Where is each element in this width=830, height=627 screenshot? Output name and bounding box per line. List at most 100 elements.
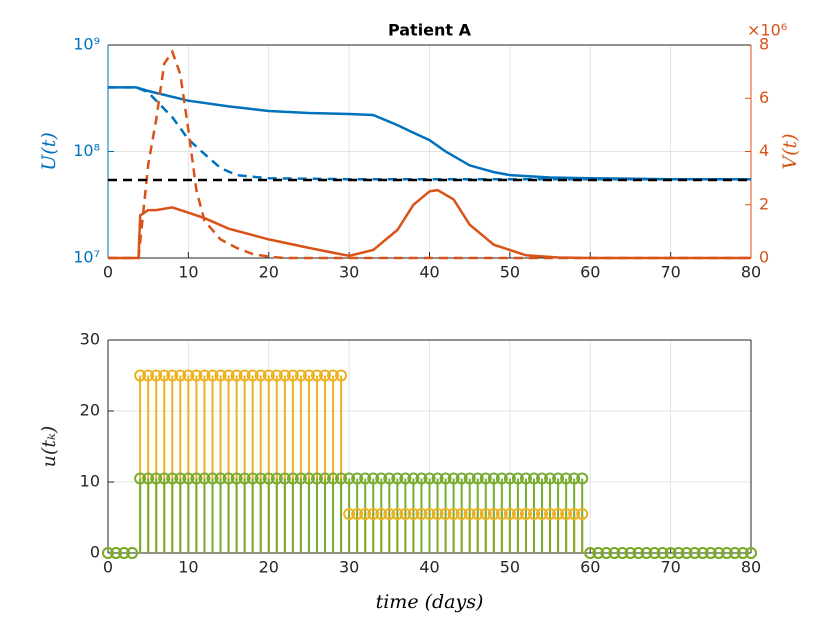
x-tick-label: 70: [660, 558, 680, 577]
x-tick-label: 80: [741, 558, 761, 577]
stem-marker: [560, 507, 573, 520]
stem-marker: [640, 547, 653, 559]
stem-marker: [246, 369, 259, 382]
stem-marker: [294, 472, 307, 485]
stem-marker: [415, 472, 428, 485]
stem-marker: [503, 507, 516, 520]
stem-marker: [503, 472, 516, 485]
y-axis-label: U(t): [38, 132, 60, 170]
stem-marker: [294, 369, 307, 382]
stem-marker: [447, 472, 460, 485]
stem-marker: [447, 507, 460, 520]
stem-marker: [327, 369, 340, 382]
stem-marker: [688, 547, 701, 559]
stem-marker: [672, 547, 685, 559]
stem-marker: [262, 472, 275, 485]
stem-marker: [407, 507, 420, 520]
x-tick-label: 10: [178, 558, 198, 577]
x-tick-label: 80: [741, 263, 761, 282]
x-tick-label: 30: [339, 558, 359, 577]
stem-marker: [222, 472, 235, 485]
stem-marker: [391, 472, 404, 485]
stem-marker: [536, 507, 549, 520]
stem-marker: [519, 507, 532, 520]
stem-marker: [423, 507, 436, 520]
y2-tick-label: 0: [759, 248, 769, 267]
stem-marker: [230, 369, 243, 382]
y2-multiplier: ×10⁶: [747, 21, 787, 40]
y-tick-label: 10⁸: [73, 141, 100, 160]
stem-marker: [471, 507, 484, 520]
x-axis-label: time (days): [376, 591, 484, 613]
stem-marker: [335, 472, 348, 485]
x-tick-label: 50: [500, 558, 520, 577]
stem-marker: [238, 472, 251, 485]
stem-marker: [624, 547, 637, 559]
stem-marker: [415, 507, 428, 520]
y2-tick-label: 6: [759, 88, 769, 107]
stem-marker: [134, 472, 147, 485]
x-tick-label: 40: [419, 558, 439, 577]
stem-marker: [327, 472, 340, 485]
stem-marker: [150, 472, 163, 485]
stem-marker: [286, 472, 299, 485]
stem-marker: [302, 369, 315, 382]
stem-marker: [431, 472, 444, 485]
stem-marker: [568, 472, 581, 485]
y2-tick-label: 4: [759, 141, 769, 160]
stem-marker: [423, 472, 436, 485]
chart-title: Patient A: [388, 21, 472, 40]
stem-marker: [190, 472, 203, 485]
stem-marker: [246, 472, 259, 485]
stem-marker: [286, 369, 299, 382]
stem-marker: [254, 369, 267, 382]
stem-marker: [463, 472, 476, 485]
stem-marker: [270, 472, 283, 485]
stem-marker: [158, 472, 171, 485]
stem-marker: [495, 507, 508, 520]
stem-marker: [487, 507, 500, 520]
y2-tick-label: 2: [759, 194, 769, 213]
stem-marker: [158, 369, 171, 382]
x-tick-label: 0: [103, 558, 113, 577]
stem-marker: [110, 547, 123, 559]
x-tick-label: 0: [103, 263, 113, 282]
stem-marker: [576, 472, 589, 485]
stem-marker: [608, 547, 621, 559]
stem-marker: [367, 472, 380, 485]
stem-marker: [463, 507, 476, 520]
stem-marker: [536, 472, 549, 485]
stem-marker: [527, 507, 540, 520]
stem-marker: [656, 547, 669, 559]
stem-marker: [600, 547, 613, 559]
stem-marker: [407, 472, 420, 485]
stem-marker: [375, 472, 388, 485]
stem-marker: [359, 472, 372, 485]
stem-marker: [134, 369, 147, 382]
stem-marker: [383, 507, 396, 520]
stem-marker: [302, 472, 315, 485]
stem-marker: [102, 547, 114, 559]
stem-marker: [736, 547, 749, 559]
stem-marker: [319, 369, 332, 382]
stem-marker: [198, 369, 211, 382]
stem-marker: [399, 472, 412, 485]
stem-marker: [664, 547, 677, 559]
y2-tick-label: 8: [759, 35, 769, 54]
stem-marker: [310, 472, 323, 485]
stem-marker: [552, 507, 565, 520]
stem-marker: [584, 547, 597, 559]
stem-marker: [479, 472, 492, 485]
stem-marker: [632, 547, 645, 559]
stem-marker: [399, 507, 412, 520]
y-tick-label: 20: [80, 401, 100, 420]
stem-marker: [455, 472, 468, 485]
stem-marker: [592, 547, 605, 559]
y-tick-label: 10: [80, 472, 100, 491]
stem-marker: [439, 472, 452, 485]
stem-marker: [230, 472, 243, 485]
stem-marker: [278, 369, 291, 382]
stem-marker: [150, 369, 163, 382]
x-tick-label: 60: [580, 558, 600, 577]
